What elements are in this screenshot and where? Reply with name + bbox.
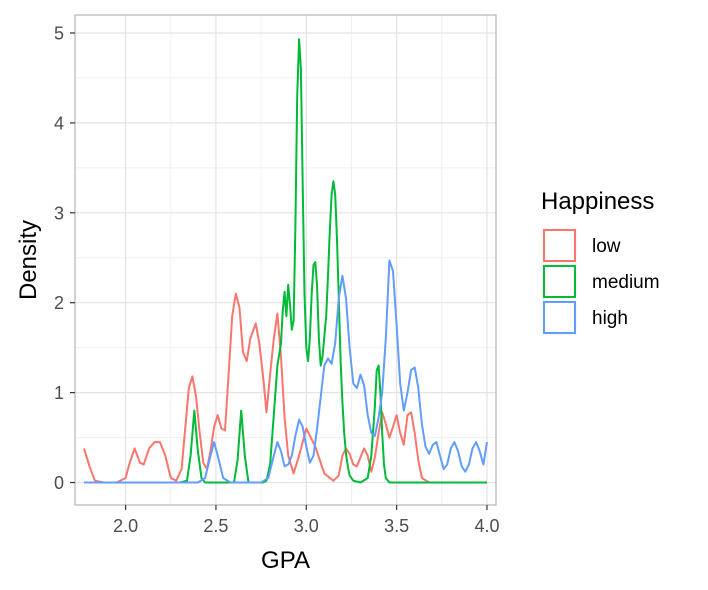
- y-tick-label: 5: [54, 23, 64, 43]
- y-axis-ticks: 0 1 2 3 4 5: [54, 23, 75, 493]
- legend-item-medium: medium: [542, 264, 660, 299]
- x-tick-label: 4.0: [474, 516, 499, 536]
- density-curves: [83, 38, 488, 484]
- x-axis-title: GPA: [261, 547, 310, 574]
- legend: Happiness low medium high: [541, 188, 660, 335]
- legend-key-background: [542, 228, 577, 263]
- legend-key-medium: [543, 265, 576, 298]
- legend-label-high: high: [592, 308, 628, 329]
- y-tick-label: 1: [54, 383, 64, 403]
- y-tick-label: 0: [54, 473, 64, 493]
- x-tick-label: 2.0: [113, 516, 138, 536]
- y-axis-title: Density: [15, 220, 42, 300]
- legend-key-background: [542, 264, 577, 299]
- density-line-low: [83, 292, 487, 484]
- legend-item-high: high: [542, 300, 628, 335]
- plot-panel-border: [74, 14, 497, 506]
- legend-title: Happiness: [541, 188, 654, 215]
- legend-key-high: [543, 301, 576, 334]
- legend-key-low: [543, 229, 576, 262]
- y-tick-label: 2: [54, 293, 64, 313]
- legend-label-low: low: [592, 236, 621, 257]
- legend-item-low: low: [542, 228, 621, 263]
- y-tick-label: 3: [54, 203, 64, 223]
- x-tick-label: 3.5: [384, 516, 409, 536]
- x-axis-ticks: 2.0 2.5 3.0 3.5 4.0: [113, 505, 499, 536]
- density-line-high: [84, 259, 488, 484]
- y-tick-label: 4: [54, 113, 64, 133]
- x-tick-label: 2.5: [203, 516, 228, 536]
- x-tick-label: 3.0: [294, 516, 319, 536]
- legend-label-medium: medium: [592, 272, 660, 293]
- density-line-medium: [84, 38, 487, 484]
- legend-key-background: [542, 300, 577, 335]
